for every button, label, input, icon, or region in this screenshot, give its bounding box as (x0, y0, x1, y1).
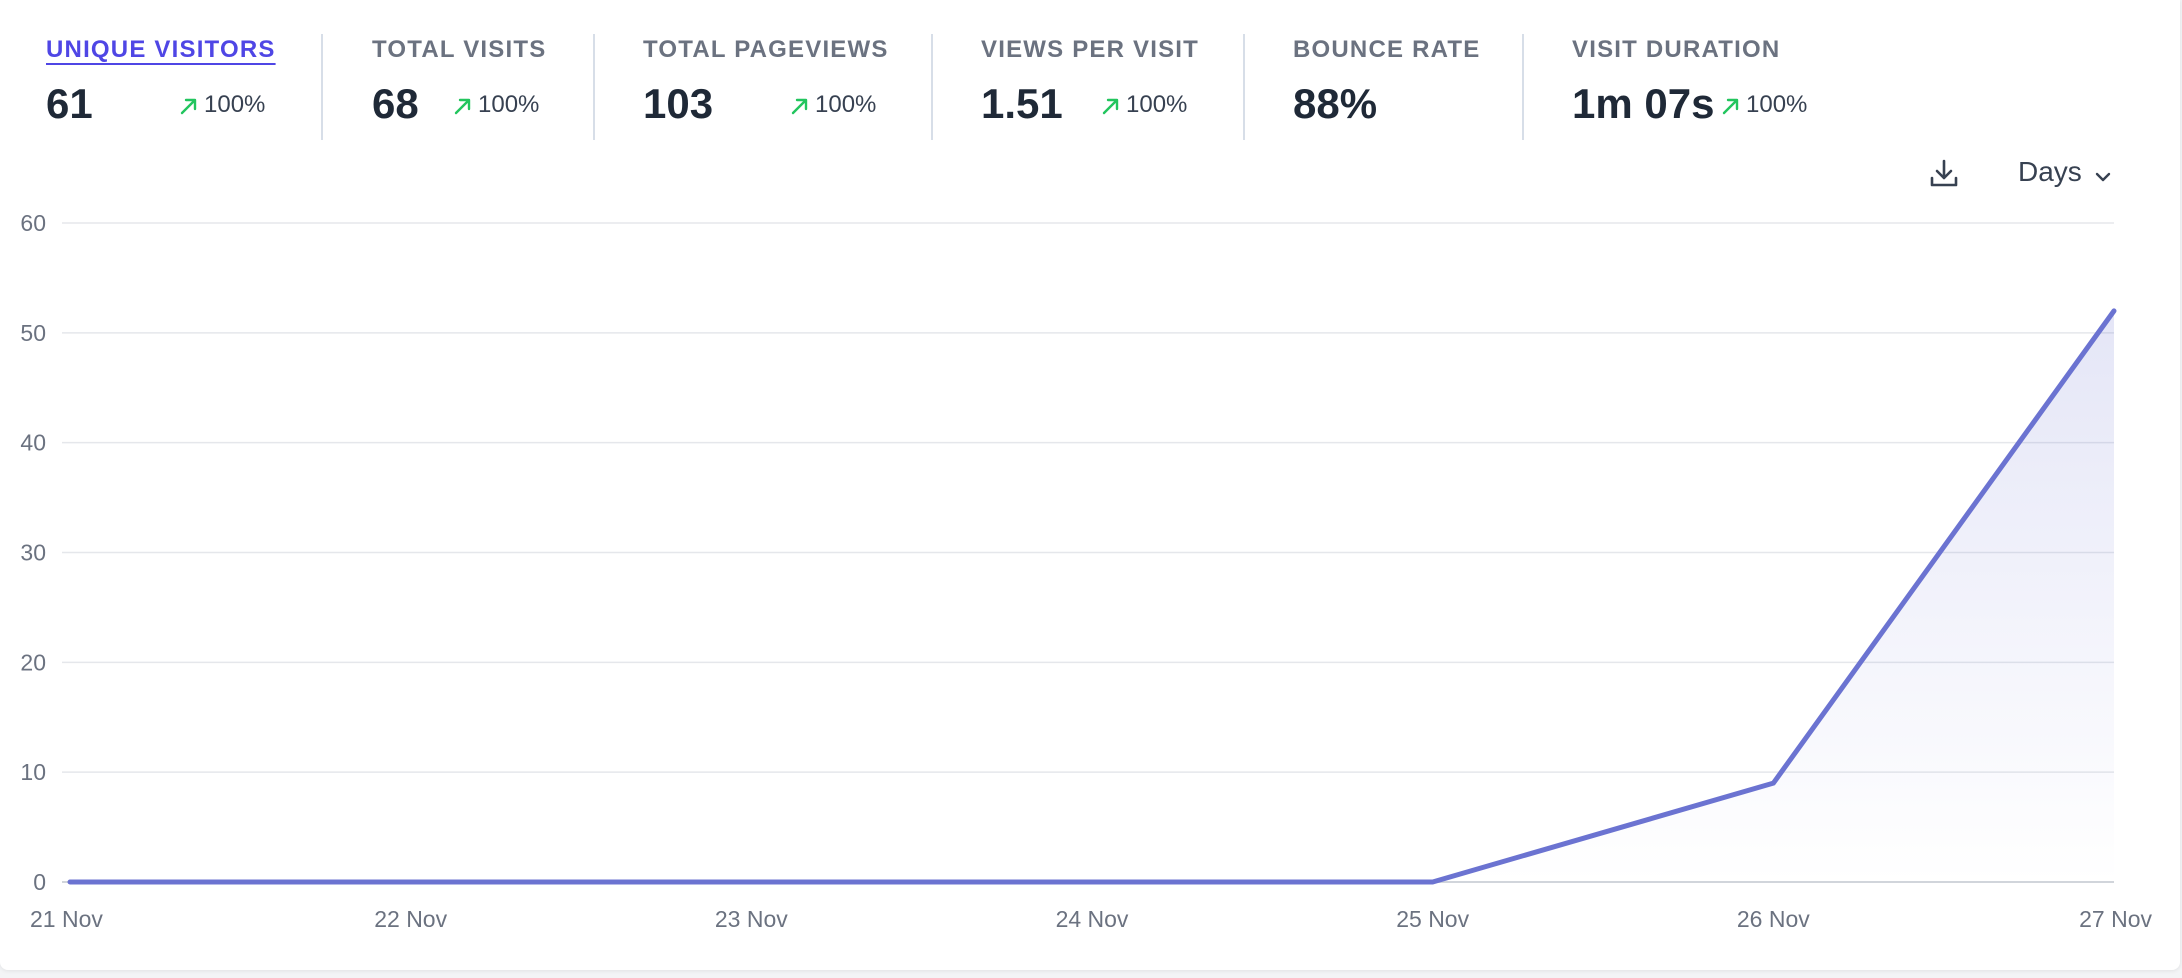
data-point[interactable] (1759, 769, 1787, 797)
arrow-up-right-icon (178, 95, 200, 117)
stat-total-pageviews[interactable]: TOTAL PAGEVIEWS 103 100% (643, 34, 903, 140)
stat-value: 61 (46, 80, 93, 127)
arrow-up-right-icon (1720, 95, 1742, 117)
data-point[interactable] (1419, 868, 1447, 896)
x-tick-label: 24 Nov (1056, 906, 1129, 932)
arrow-up-right-icon (1100, 95, 1122, 117)
data-point[interactable] (397, 868, 425, 896)
x-tick-label: 25 Nov (1396, 906, 1469, 932)
x-tick-label: 27 Nov (2079, 906, 2152, 932)
stat-change: 100% (1720, 91, 1807, 119)
stat-change: 100% (452, 91, 539, 119)
y-tick-label: 40 (20, 430, 46, 456)
x-tick-label: 23 Nov (715, 906, 788, 932)
stat-value: 1.51 (981, 80, 1063, 127)
y-tick-label: 60 (20, 210, 46, 236)
stat-change-value: 100% (204, 91, 266, 118)
visitors-chart: 0 10 20 30 40 50 60 21 Nov 22 Nov 23 Nov 24 Nov 25… (0, 200, 2180, 940)
interval-dropdown[interactable]: Days (2018, 156, 2112, 190)
stat-change: 100% (178, 91, 265, 119)
data-point[interactable] (737, 868, 765, 896)
stat-change: 100% (1100, 91, 1187, 119)
x-tick-label: 22 Nov (374, 906, 447, 932)
stat-change-value: 100% (1126, 91, 1188, 118)
arrow-up-right-icon (789, 95, 811, 117)
stat-divider (931, 34, 933, 140)
y-tick-label: 10 (20, 759, 46, 785)
stat-change: 100% (789, 91, 876, 119)
data-point[interactable] (56, 868, 84, 896)
data-point[interactable] (1078, 868, 1106, 896)
data-point[interactable] (2100, 297, 2128, 325)
y-tick-label: 50 (20, 320, 46, 346)
stat-label[interactable]: TOTAL PAGEVIEWS (643, 36, 889, 63)
chevron-down-icon (2094, 158, 2112, 190)
stat-visit-duration[interactable]: VISIT DURATION 1m 07s 100% (1572, 34, 1872, 140)
stat-total-visits[interactable]: TOTAL VISITS 68 100% (372, 34, 592, 140)
stat-divider (593, 34, 595, 140)
stat-change-value: 100% (815, 91, 877, 118)
stat-change-value: 100% (478, 91, 540, 118)
stat-label[interactable]: BOUNCE RATE (1293, 36, 1481, 63)
stat-value: 1m 07s (1572, 80, 1715, 127)
x-tick-label: 26 Nov (1737, 906, 1810, 932)
y-tick-label: 20 (20, 649, 46, 675)
stat-change-value: 100% (1746, 91, 1808, 118)
series-area (1432, 310, 2114, 882)
download-icon (1930, 159, 1958, 187)
stat-divider (1522, 34, 1524, 140)
stat-label[interactable]: VISIT DURATION (1572, 36, 1781, 63)
stat-value: 68 (372, 80, 419, 127)
stat-value: 88% (1293, 80, 1378, 127)
stat-divider (1243, 34, 1245, 140)
stat-value: 103 (643, 80, 714, 127)
x-tick-label: 21 Nov (30, 906, 103, 932)
y-tick-label: 30 (20, 540, 46, 566)
stat-divider (321, 34, 323, 140)
stat-label[interactable]: TOTAL VISITS (372, 36, 547, 63)
stat-label[interactable]: VIEWS PER VISIT (981, 36, 1200, 63)
stat-label[interactable]: UNIQUE VISITORS (46, 36, 276, 63)
stat-unique-visitors[interactable]: UNIQUE VISITORS 61 100% (46, 34, 286, 140)
interval-label: Days (2018, 156, 2082, 187)
graph-controls: Days (1930, 152, 2138, 196)
y-tick-label: 0 (33, 869, 46, 895)
download-button[interactable] (1926, 156, 1962, 192)
stat-views-per-visit[interactable]: VIEWS PER VISIT 1.51 100% (981, 34, 1221, 140)
line-chart: 0 10 20 30 40 50 60 21 Nov 22 Nov 23 Nov 24 Nov 25… (20, 210, 2152, 932)
top-stats: UNIQUE VISITORS 61 100% TOTAL VISITS 68 … (0, 0, 2180, 150)
arrow-up-right-icon (452, 95, 474, 117)
stat-bounce-rate[interactable]: BOUNCE RATE 88% (1293, 34, 1513, 140)
series-line (67, 308, 2117, 885)
